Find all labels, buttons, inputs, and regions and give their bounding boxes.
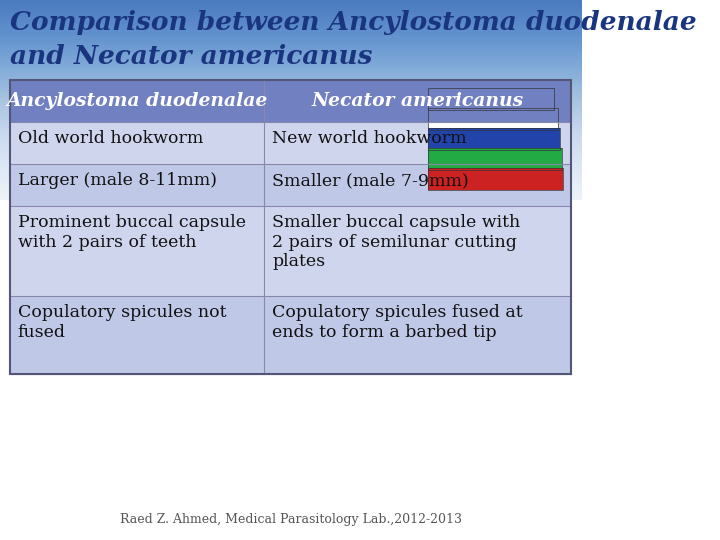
Text: Ancylostoma duodenalae: Ancylostoma duodenalae [6,92,268,110]
Bar [9,80,571,374]
Bar [9,80,571,122]
Text: Copulatory spicules fused at
ends to form a barbed tip: Copulatory spicules fused at ends to for… [272,304,523,341]
Bar [428,128,560,150]
Text: Copulatory spicules not
fused: Copulatory spicules not fused [18,304,226,341]
Text: Smaller (male 7-9mm): Smaller (male 7-9mm) [272,172,469,189]
Bar [9,296,571,374]
Bar [428,88,554,110]
Text: Larger (male 8-11mm): Larger (male 8-11mm) [18,172,217,189]
Text: Smaller buccal capsule with
2 pairs of semilunar cutting
plates: Smaller buccal capsule with 2 pairs of s… [272,214,521,270]
Bar [9,122,571,164]
Text: New world hookworm: New world hookworm [272,130,467,147]
Text: Raed Z. Ahmed, Medical Parasitology Lab.,2012-2013: Raed Z. Ahmed, Medical Parasitology Lab.… [120,513,462,526]
Text: Prominent buccal capsule
with 2 pairs of teeth: Prominent buccal capsule with 2 pairs of… [18,214,246,251]
Bar [428,168,564,190]
Bar [428,88,554,110]
Text: Comparison between Ancylostoma duodenalae: Comparison between Ancylostoma duodenala… [9,10,696,35]
Bar [428,168,564,190]
Text: Old world hookworm: Old world hookworm [18,130,203,147]
Bar [428,148,562,170]
Text: and Necator americanus: and Necator americanus [9,44,372,69]
Text: Necator americanus: Necator americanus [312,92,523,110]
Bar [428,108,558,130]
Bar [9,206,571,296]
Bar [9,164,571,206]
Bar [428,108,558,130]
Bar [0,210,582,540]
Bar [428,128,560,150]
Bar [9,80,571,374]
Bar [428,148,562,170]
